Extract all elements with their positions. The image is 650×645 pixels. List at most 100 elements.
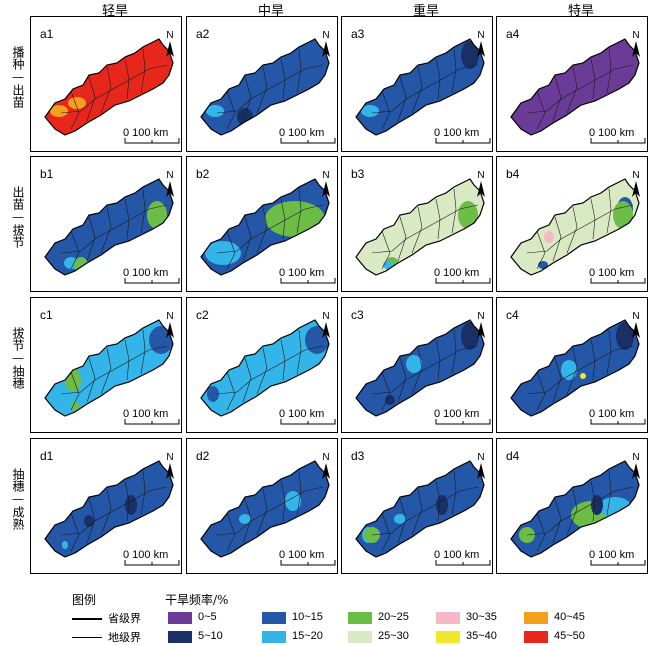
prefecture-boundary xyxy=(451,48,457,94)
legend-label: 0~5 xyxy=(198,611,217,623)
north-label: N xyxy=(322,170,329,181)
region-fill xyxy=(45,320,173,416)
prefecture-boundary xyxy=(552,498,562,544)
north-arrow-icon xyxy=(322,322,330,338)
province-boundary xyxy=(355,178,485,276)
column-header: 重旱 xyxy=(412,4,439,19)
region-fill xyxy=(511,39,639,135)
scale-label: 0 100 km xyxy=(123,549,169,561)
province-boundary xyxy=(355,38,485,136)
prefecture-boundary xyxy=(397,498,407,544)
scale-label: 0 100 km xyxy=(279,267,325,279)
prefecture-boundary xyxy=(381,90,391,130)
prefecture-boundary xyxy=(256,347,268,395)
province-boundary xyxy=(44,460,174,558)
prefecture-boundary xyxy=(226,512,236,552)
prefecture-boundary xyxy=(70,230,80,270)
prefecture-boundary xyxy=(606,188,612,234)
prefecture-boundary xyxy=(526,204,634,254)
prefecture-boundary xyxy=(371,64,479,114)
prefecture-boundary xyxy=(296,470,302,516)
panel-id: d3 xyxy=(351,449,365,463)
prefecture-boundary xyxy=(526,345,634,395)
prefecture-boundary xyxy=(242,76,252,122)
prefecture-boundary xyxy=(280,198,286,240)
prefecture-boundary xyxy=(140,48,146,94)
column-header: 特旱 xyxy=(567,4,594,19)
region-fill xyxy=(511,179,639,275)
north-label: N xyxy=(322,452,329,463)
map-a1: N xyxy=(44,30,180,144)
drought-zone xyxy=(84,515,94,527)
prefecture-boundary xyxy=(100,206,112,254)
prefecture-boundary xyxy=(590,339,596,381)
north-label: N xyxy=(166,452,173,463)
prefecture-boundary xyxy=(70,512,80,552)
legend-swatch xyxy=(262,631,286,643)
prefecture-boundary xyxy=(242,357,252,403)
legend-label: 20~25 xyxy=(378,611,409,623)
prefecture-boundary xyxy=(371,204,479,254)
region-fill xyxy=(356,39,484,135)
legend-label: 15~20 xyxy=(292,630,323,642)
panel-id: b2 xyxy=(196,167,210,181)
drought-zone xyxy=(436,495,448,515)
drought-zone xyxy=(71,401,79,411)
prefecture-boundary xyxy=(411,206,423,254)
region-fill xyxy=(356,179,484,275)
drought-zone xyxy=(65,368,81,392)
legend-label: 25~30 xyxy=(378,630,409,642)
scale-label: 0 100 km xyxy=(589,127,635,139)
prefecture-boundary xyxy=(606,48,612,94)
legend-swatch xyxy=(262,612,286,624)
panel-id: d1 xyxy=(40,449,54,463)
north-arrow-icon xyxy=(632,181,640,197)
prefecture-boundary xyxy=(296,188,302,234)
north-arrow-icon xyxy=(322,463,330,479)
prefecture-boundary xyxy=(60,486,168,536)
prefecture-boundary xyxy=(526,64,634,114)
panel-id: a2 xyxy=(196,27,210,41)
prefecture-boundary xyxy=(371,345,479,395)
legend-label: 35~40 xyxy=(466,630,497,642)
prefecture-boundary xyxy=(60,204,168,254)
prefecture-boundary xyxy=(60,345,168,395)
prefecture-boundary xyxy=(216,345,324,395)
map-b4: N xyxy=(510,170,646,284)
panel-id: a1 xyxy=(40,27,54,41)
north-label: N xyxy=(477,30,484,41)
drought-zone xyxy=(385,395,395,405)
drought-zone xyxy=(206,105,224,117)
panel-id: c2 xyxy=(196,308,209,322)
legend-swatch xyxy=(524,612,548,624)
prefecture-boundary xyxy=(70,371,80,411)
prefecture-boundary xyxy=(124,58,130,100)
region-fill xyxy=(201,320,329,416)
prefecture-boundary xyxy=(256,206,268,254)
prefecture-boundary xyxy=(411,347,423,395)
prefecture-boundary xyxy=(140,470,146,516)
north-arrow-icon xyxy=(477,181,485,197)
scale-label: 0 100 km xyxy=(589,549,635,561)
panel-id: c4 xyxy=(506,308,519,322)
drought-zone xyxy=(207,386,219,402)
panel-id: b3 xyxy=(351,167,365,181)
prefecture-boundary xyxy=(397,76,407,122)
row-label: 拔节—抽穗 xyxy=(11,327,25,389)
prefecture-boundary xyxy=(242,498,252,544)
scale-label: 0 100 km xyxy=(123,267,169,279)
drought-zone xyxy=(147,201,167,229)
north-arrow-icon xyxy=(322,41,330,57)
prefecture-boundary xyxy=(216,486,324,536)
column-header: 中旱 xyxy=(257,4,284,19)
prefecture-boundary xyxy=(397,216,407,262)
region-fill xyxy=(45,179,173,275)
prefecture-boundary xyxy=(100,66,112,114)
legend-swatch xyxy=(436,612,460,624)
province-boundary xyxy=(200,319,330,417)
